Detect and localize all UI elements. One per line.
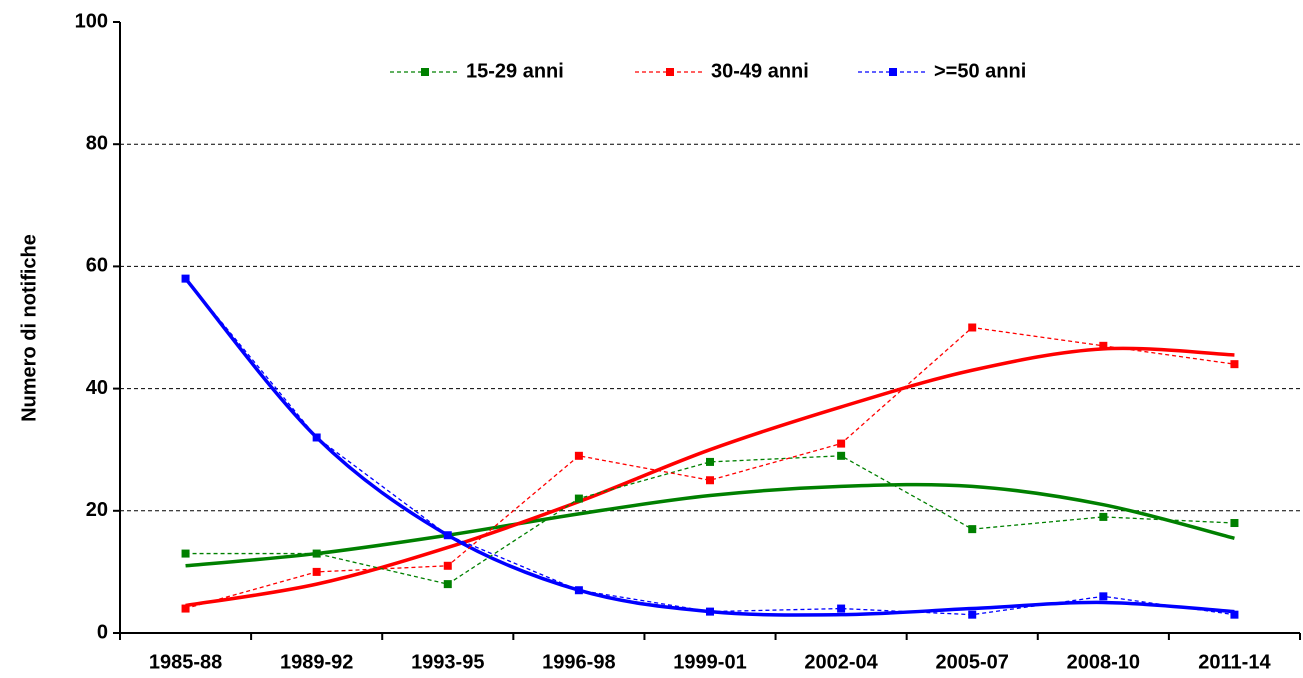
trendline — [185, 482, 1235, 568]
x-tick-label: 2011-14 — [1198, 651, 1271, 673]
marker — [574, 586, 583, 595]
marker — [968, 525, 977, 534]
x-tick-label: 1985-88 — [149, 651, 222, 673]
marker — [1230, 519, 1239, 528]
marker — [706, 476, 714, 485]
marker — [837, 439, 846, 448]
marker — [574, 494, 583, 503]
marker — [1099, 341, 1108, 350]
legend-marker — [889, 68, 897, 76]
marker — [968, 323, 977, 332]
y-axis-label: Numero di notifiche — [18, 234, 40, 422]
marker — [1230, 360, 1239, 369]
x-tick-label: 2005-07 — [936, 651, 1009, 673]
marker — [181, 604, 190, 613]
marker — [706, 457, 714, 466]
marker — [181, 549, 190, 558]
legend-marker — [666, 68, 674, 76]
x-tick-label: 1999-01 — [673, 651, 746, 673]
marker — [1099, 512, 1108, 521]
y-tick-label: 80 — [86, 132, 108, 154]
marker — [443, 580, 452, 589]
marker — [443, 531, 452, 540]
marker — [443, 561, 452, 570]
marker — [574, 451, 583, 460]
legend-label: >=50 anni — [934, 60, 1026, 82]
x-tick-label: 2002-04 — [804, 651, 878, 673]
series-line — [185, 455, 1235, 585]
trendline — [184, 277, 1235, 617]
marker — [181, 274, 190, 283]
marker — [837, 604, 846, 613]
series-line — [185, 278, 1235, 616]
y-tick-label: 60 — [86, 255, 108, 277]
marker — [1099, 592, 1108, 601]
x-tick-label: 1996-98 — [542, 651, 615, 673]
marker — [837, 451, 846, 460]
x-tick-label: 1993-95 — [411, 651, 484, 673]
marker — [968, 610, 977, 619]
x-tick-label: 2008-10 — [1067, 651, 1140, 673]
trendline — [185, 346, 1235, 608]
y-tick-label: 0 — [97, 621, 108, 643]
legend-marker — [421, 68, 429, 76]
legend-label: 30-49 anni — [711, 60, 809, 82]
marker — [312, 549, 321, 558]
y-tick-label: 20 — [86, 499, 108, 521]
marker — [312, 433, 321, 442]
y-tick-label: 100 — [75, 10, 108, 32]
y-tick-label: 40 — [86, 377, 108, 399]
series-line — [185, 326, 1235, 610]
legend-label: 15-29 anni — [466, 60, 564, 82]
marker — [312, 567, 321, 576]
x-tick-label: 1989-92 — [280, 651, 353, 673]
marker — [706, 607, 714, 616]
marker — [1230, 610, 1239, 619]
